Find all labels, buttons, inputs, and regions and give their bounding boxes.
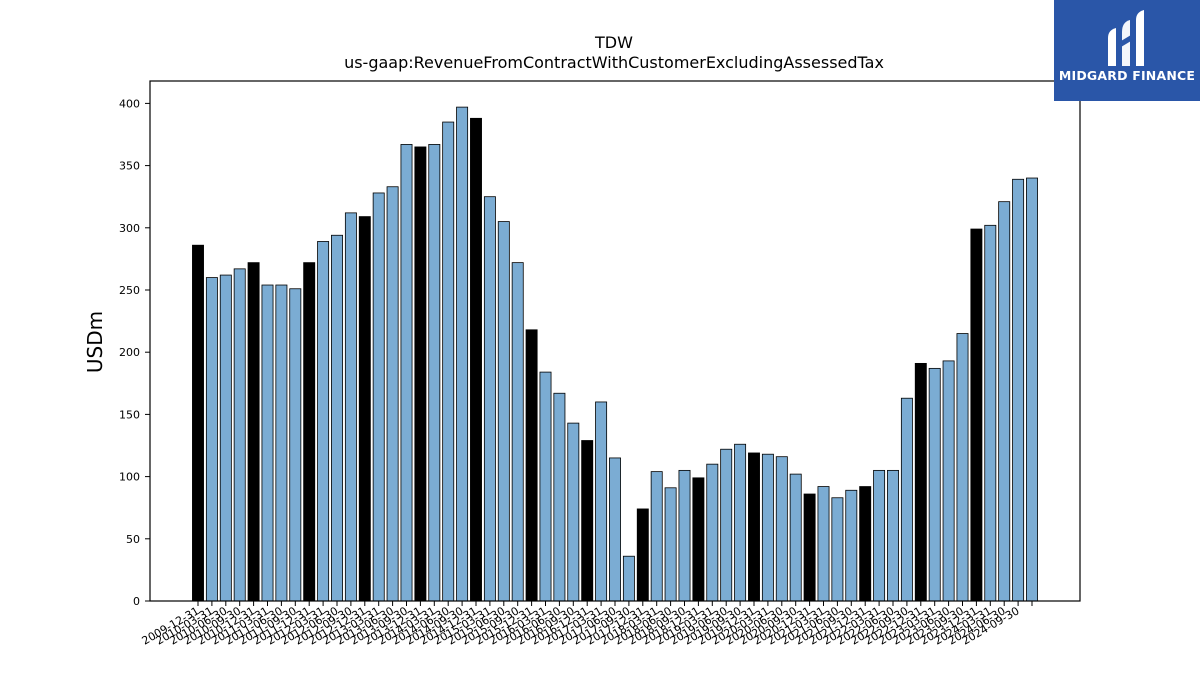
bar <box>317 241 330 602</box>
bar <box>970 228 983 602</box>
y-tick-label: 50 <box>126 533 140 546</box>
bar <box>692 477 705 602</box>
bars-group <box>192 106 1038 602</box>
bar <box>873 469 886 602</box>
y-axis: 0 50 100 150 200 250 300 350 400 <box>119 97 150 608</box>
bar <box>567 422 580 602</box>
midgard-finance-logo: MIDGARD FINANCE <box>1054 0 1200 101</box>
bar <box>525 329 538 602</box>
bar <box>233 268 246 602</box>
bar <box>303 262 316 602</box>
bar <box>581 440 594 602</box>
bar <box>400 144 413 602</box>
logo-text: MIDGARD FINANCE <box>1058 68 1196 83</box>
y-tick-label: 400 <box>119 97 140 110</box>
bar <box>900 397 913 602</box>
bar <box>261 284 274 602</box>
bar <box>358 216 371 602</box>
bar <box>761 453 774 602</box>
bar <box>1026 177 1038 602</box>
y-tick-label: 250 <box>119 284 140 297</box>
bar <box>636 508 649 602</box>
bar <box>831 497 844 602</box>
bar <box>748 452 760 602</box>
bar <box>942 360 955 602</box>
bar <box>483 196 496 602</box>
y-tick-label: 100 <box>119 471 140 484</box>
bar <box>553 392 566 602</box>
chart-subtitle: us-gaap:RevenueFromContractWithCustomerE… <box>344 53 884 72</box>
bar <box>928 367 941 602</box>
y-axis-label: USDm <box>83 311 107 373</box>
bar <box>706 463 719 602</box>
bar <box>289 288 302 602</box>
y-tick-label: 0 <box>133 595 140 608</box>
bar <box>956 333 969 602</box>
bar <box>914 362 927 602</box>
bar <box>859 486 872 602</box>
bar <box>998 201 1011 602</box>
bar <box>775 456 788 602</box>
bar <box>887 469 899 602</box>
bar <box>539 371 552 602</box>
bar <box>678 469 691 602</box>
plot-frame <box>149 80 1081 602</box>
y-tick-label: 350 <box>119 160 140 173</box>
y-tick-label: 300 <box>119 222 140 235</box>
chart-title: TDW <box>594 33 633 52</box>
bar <box>275 284 288 602</box>
bar <box>817 486 830 602</box>
bar <box>344 212 357 602</box>
bar <box>511 262 524 602</box>
bar <box>789 473 802 602</box>
bar <box>497 221 510 602</box>
y-tick-label: 150 <box>119 408 140 421</box>
bar <box>595 401 608 602</box>
bar <box>664 487 677 602</box>
bar <box>247 262 260 602</box>
midgard-logo-icon <box>1108 10 1144 66</box>
bar <box>622 555 635 602</box>
bar <box>192 244 204 602</box>
bar <box>386 186 399 602</box>
bar <box>984 224 997 602</box>
bar <box>650 471 663 602</box>
bar <box>609 457 621 602</box>
bar <box>442 121 455 602</box>
bar <box>414 146 427 602</box>
bar <box>219 274 232 602</box>
x-axis: 2009-12-312010-03-312010-06-302010-09-30… <box>140 601 1033 648</box>
bar <box>734 443 747 602</box>
bar <box>803 493 816 602</box>
y-tick-label: 200 <box>119 346 140 359</box>
bar <box>331 234 343 602</box>
bar <box>205 277 218 602</box>
bar <box>470 117 482 602</box>
bar <box>372 192 385 602</box>
bar <box>456 106 469 602</box>
bar <box>1012 178 1025 602</box>
bar <box>845 489 858 602</box>
bar <box>720 448 733 602</box>
bar <box>428 144 441 602</box>
